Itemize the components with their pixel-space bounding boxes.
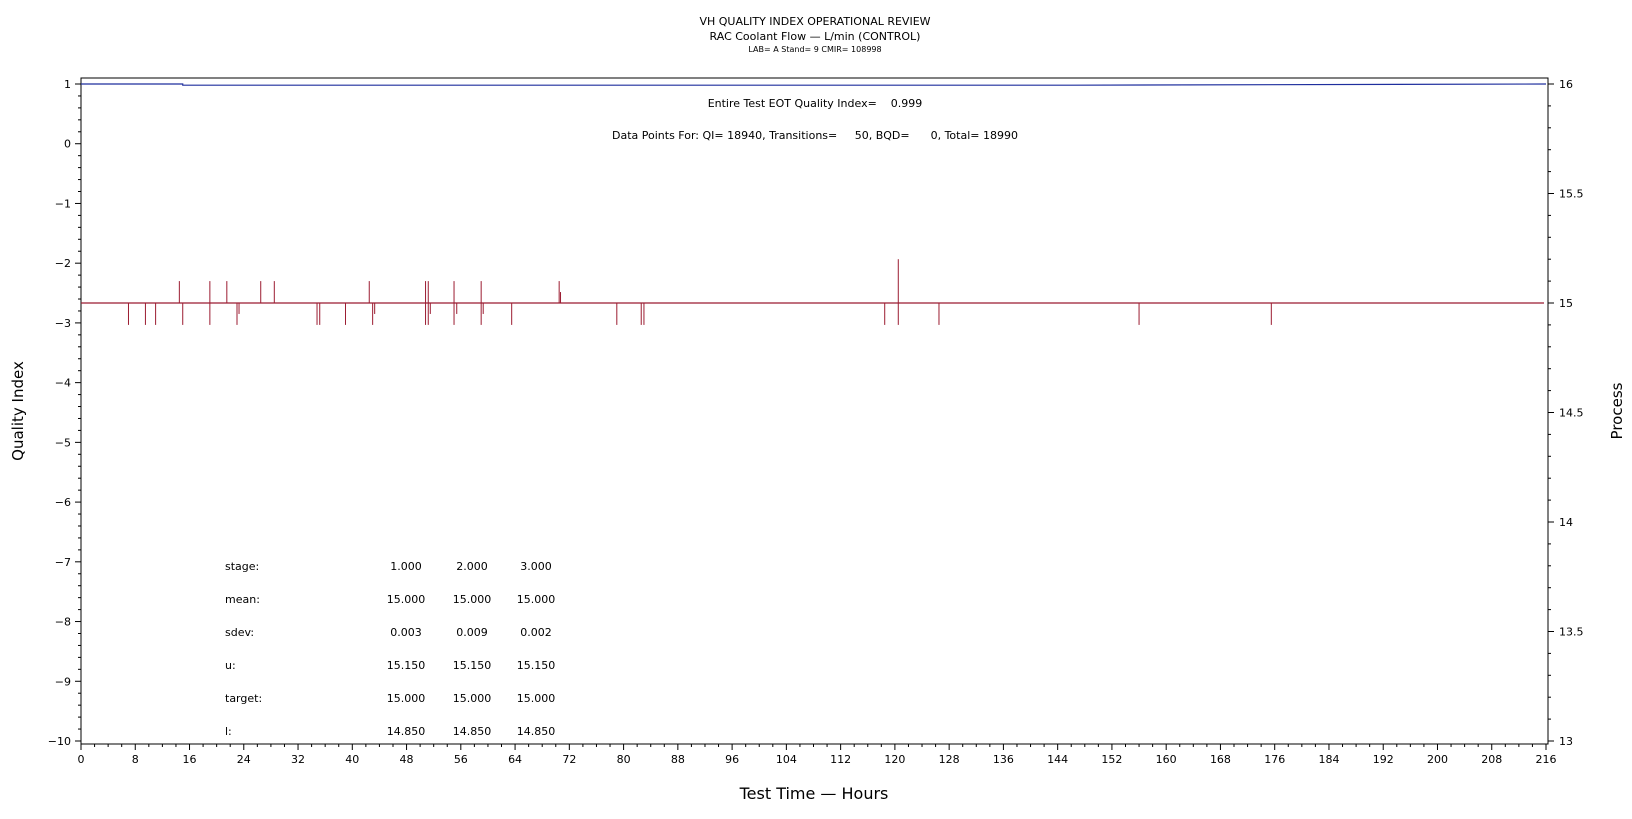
y-left-tick-label: −1 (55, 197, 71, 210)
y-left-tick-label: −6 (55, 496, 71, 509)
stats-row-label: l: (225, 725, 232, 738)
stats-table: stage: 1.000 2.000 3.000 mean: 15.000 15.000 15… (225, 560, 555, 738)
x-tick-label: 168 (1210, 753, 1231, 766)
y-left-tick-label: 0 (64, 138, 71, 151)
y-axis-right-label: Process (1608, 382, 1626, 439)
y-axis-left: 1 0 −1 −2 −3 −4 −5 −6 −7 −8 −9 −10 (48, 78, 81, 748)
y-right-tick-label: 14 (1559, 516, 1573, 529)
stats-cell: 15.150 (453, 659, 492, 672)
stats-row-label: sdev: (225, 626, 254, 639)
x-tick-label: 48 (400, 753, 414, 766)
x-tick-label: 80 (617, 753, 631, 766)
y-right-tick-label: 15 (1559, 297, 1573, 310)
x-tick-label: 8 (132, 753, 139, 766)
stats-cell: 15.000 (453, 593, 492, 606)
x-tick-label: 40 (345, 753, 359, 766)
stats-cell: 15.000 (453, 692, 492, 705)
stats-cell: 15.150 (387, 659, 426, 672)
y-left-tick-label: −3 (55, 317, 71, 330)
stats-row-label: u: (225, 659, 236, 672)
stats-cell: 15.000 (517, 593, 556, 606)
stats-row-label: target: (225, 692, 262, 705)
x-tick-label: 152 (1101, 753, 1122, 766)
y-right-tick-label: 15.5 (1559, 188, 1584, 201)
y-left-tick-label: −4 (55, 377, 71, 390)
series-layer (81, 83, 1547, 325)
x-tick-label: 200 (1427, 753, 1448, 766)
x-tick-label: 184 (1318, 753, 1339, 766)
x-tick-label: 0 (78, 753, 85, 766)
x-tick-label: 104 (776, 753, 797, 766)
x-tick-label: 208 (1481, 753, 1502, 766)
y-right-tick-label: 13 (1559, 735, 1573, 748)
x-tick-label: 160 (1156, 753, 1177, 766)
x-axis-label: Test Time — Hours (739, 784, 889, 803)
y-left-tick-label: −10 (48, 735, 71, 748)
y-left-tick-label: −7 (55, 556, 71, 569)
stats-cell: 15.000 (387, 692, 426, 705)
x-tick-label: 32 (291, 753, 305, 766)
stats-cell: 14.850 (453, 725, 492, 738)
x-tick-label: 64 (508, 753, 522, 766)
x-tick-label: 176 (1264, 753, 1285, 766)
x-tick-label: 192 (1373, 753, 1394, 766)
stats-cell: 15.000 (517, 692, 556, 705)
x-tick-label: 136 (993, 753, 1014, 766)
quality-index-series-line (81, 83, 1547, 86)
y-left-tick-label: −8 (55, 616, 71, 629)
stats-cell: 15.150 (517, 659, 556, 672)
stats-cell: 0.009 (456, 626, 488, 639)
stats-cell: 1.000 (390, 560, 422, 573)
chart-subtitle: RAC Coolant Flow — L/min (CONTROL) (710, 30, 921, 43)
x-tick-label: 144 (1047, 753, 1068, 766)
x-tick-label: 56 (454, 753, 468, 766)
x-tick-label: 216 (1536, 753, 1557, 766)
x-tick-label: 128 (939, 753, 960, 766)
stats-cell: 14.850 (387, 725, 426, 738)
chart-subtitle-2: LAB= A Stand= 9 CMIR= 108998 (748, 45, 881, 54)
stats-cell: 0.002 (520, 626, 552, 639)
x-tick-label: 88 (671, 753, 685, 766)
y-left-tick-label: −2 (55, 257, 71, 270)
x-tick-label: 16 (183, 753, 197, 766)
data-points-annotation: Data Points For: QI= 18940, Transitions=… (612, 129, 1018, 142)
x-tick-label: 96 (725, 753, 739, 766)
x-tick-label: 24 (237, 753, 251, 766)
stats-cell: 15.000 (387, 593, 426, 606)
x-tick-label: 112 (830, 753, 851, 766)
y-axis-left-label: Quality Index (9, 361, 27, 461)
eot-quality-index-annotation: Entire Test EOT Quality Index= 0.999 (708, 97, 923, 110)
y-right-tick-label: 13.5 (1559, 626, 1584, 639)
y-right-tick-label: 14.5 (1559, 407, 1584, 420)
y-left-tick-label: −5 (55, 436, 71, 449)
x-axis: 0 8 16 24 32 40 48 56 64 72 80 88 96 104 112 120 128 136 1… (78, 744, 1557, 766)
plot-frame (80, 77, 1549, 745)
chart-title: VH QUALITY INDEX OPERATIONAL REVIEW (699, 15, 930, 28)
stats-row-label: stage: (225, 560, 259, 573)
x-tick-label: 72 (562, 753, 576, 766)
stats-cell: 3.000 (520, 560, 552, 573)
y-axis-right: 16 15.5 15 14.5 14 13.5 13 (1548, 78, 1584, 748)
y-left-tick-label: −9 (55, 675, 71, 688)
y-right-tick-label: 16 (1559, 78, 1573, 91)
x-tick-label: 120 (884, 753, 905, 766)
stats-row-label: mean: (225, 593, 260, 606)
y-left-tick-label: 1 (64, 78, 71, 91)
stats-cell: 2.000 (456, 560, 488, 573)
stats-cell: 0.003 (390, 626, 422, 639)
stats-cell: 14.850 (517, 725, 556, 738)
